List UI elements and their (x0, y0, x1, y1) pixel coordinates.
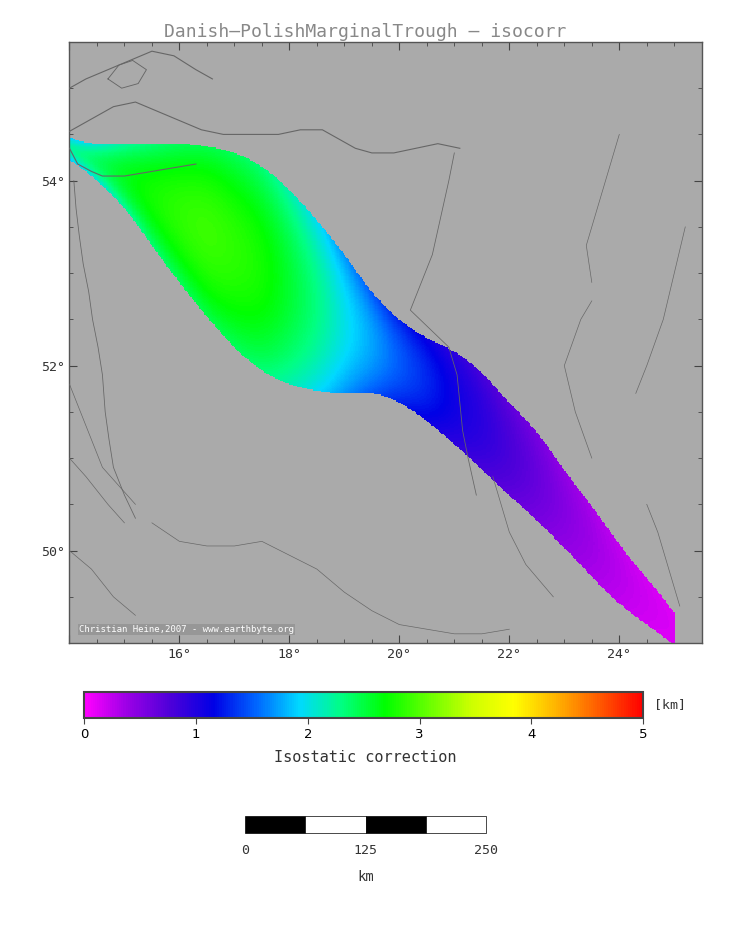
Text: Christian Heine,2007 - www.earthbyte.org: Christian Heine,2007 - www.earthbyte.org (79, 625, 294, 634)
Text: km: km (357, 870, 374, 884)
Text: 250: 250 (474, 844, 498, 857)
Text: 0: 0 (241, 844, 249, 857)
Text: [km]: [km] (654, 698, 686, 711)
Text: Isostatic correction: Isostatic correction (274, 750, 457, 765)
Text: Danish–PolishMarginalTrough – isocorr: Danish–PolishMarginalTrough – isocorr (164, 23, 567, 41)
Text: 125: 125 (354, 844, 377, 857)
